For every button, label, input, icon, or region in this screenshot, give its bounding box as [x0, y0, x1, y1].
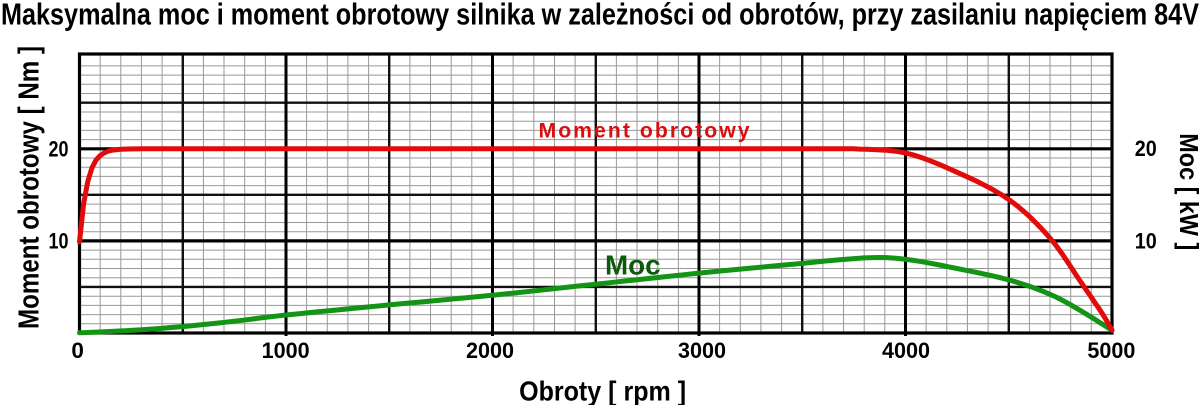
svg-text:3000: 3000 [678, 338, 726, 363]
svg-text:2000: 2000 [466, 338, 514, 363]
svg-text:20: 20 [1135, 136, 1157, 161]
svg-text:Moc [ kW ]: Moc [ kW ] [1174, 133, 1200, 250]
svg-text:5000: 5000 [1087, 338, 1135, 363]
svg-text:10: 10 [49, 229, 69, 254]
svg-text:Maksymalna moc i moment obroto: Maksymalna moc i moment obrotowy silnika… [1, 0, 1199, 32]
svg-text:1000: 1000 [262, 338, 310, 363]
svg-text:0: 0 [71, 338, 84, 363]
svg-text:Moment obrotowy: Moment obrotowy [539, 119, 750, 142]
svg-text:Moc: Moc [605, 250, 661, 281]
svg-text:Obroty [ rpm ]: Obroty [ rpm ] [519, 375, 686, 405]
svg-text:4000: 4000 [882, 338, 930, 363]
svg-text:Moment obrotowy [ Nm ]: Moment obrotowy [ Nm ] [14, 46, 46, 329]
svg-text:10: 10 [1135, 228, 1157, 253]
svg-text:20: 20 [49, 137, 69, 162]
